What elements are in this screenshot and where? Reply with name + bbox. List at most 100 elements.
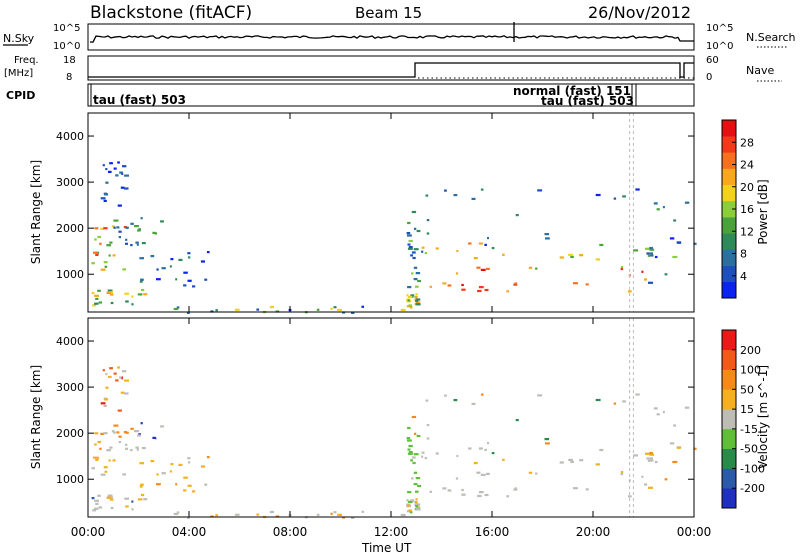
velocity-echo-cell [94, 443, 97, 446]
velocity-echo-cell [95, 458, 99, 461]
power-echo-cell [416, 301, 421, 304]
velocity-colorbar: 200 100 50 15 -15 -50 -100 -200 [721, 329, 765, 509]
power-echo-cell [104, 193, 109, 196]
velocity-echo-cell [415, 505, 419, 508]
power-echo-cell [461, 283, 464, 287]
power-echo-cell [118, 230, 122, 233]
power-echo-cell [411, 210, 417, 214]
power-echo-cell [125, 238, 128, 241]
power-ytick-label: 3000 [56, 176, 84, 189]
velocity-echo-cell [134, 430, 139, 433]
time-axis-ticks: 00:00 04:00 08:00 12:00 16:00 20:00 00:00 [71, 113, 711, 539]
velocity-echo-cell [143, 498, 148, 501]
velocity-echo-cell [103, 466, 108, 469]
power-echo-cell [693, 242, 697, 245]
velocity-echo-cell [650, 459, 654, 462]
velocity-echo-cell [407, 452, 413, 455]
velocity-echo-cell [647, 459, 651, 462]
power-echo-cell [187, 311, 190, 314]
power-echo-cell [183, 271, 188, 274]
power-echo-cell [93, 251, 98, 254]
power-echo-cell [486, 267, 490, 270]
velocity-echo-cell [113, 424, 119, 427]
velocity-echo-cell [461, 493, 466, 496]
velocity-echo-cell [156, 473, 159, 476]
velocity-echo-cell [413, 432, 417, 435]
power-echo-cell [476, 266, 481, 269]
power-echo-cell [95, 297, 99, 300]
velocity-echo-cell [649, 451, 653, 455]
velocity-echo-cell [94, 432, 99, 435]
power-echo-cell [435, 247, 439, 250]
velocity-echo-cell [429, 490, 432, 493]
velocity-ytick-label: 4000 [56, 335, 84, 348]
power-echo-cell [117, 204, 122, 207]
velocity-echo-cell [187, 484, 192, 487]
velocity-echo-cell [579, 459, 584, 462]
velocity-ytick-label: 3000 [56, 381, 84, 394]
power-echo-cell [138, 228, 141, 231]
power-echo-cell [455, 272, 459, 275]
colorbar-swatch [722, 389, 736, 410]
power-echo-cell [137, 229, 141, 232]
velocity-echo-cell [410, 459, 413, 462]
velocity-echo-cell [545, 442, 550, 445]
power-echo-cell [192, 285, 196, 288]
power-echo-cell [415, 298, 421, 301]
colorbar-swatch [722, 448, 736, 469]
velocity-echo-cell [476, 471, 481, 474]
velocity-echo-cell [109, 367, 113, 370]
velocity-echo-cell [118, 441, 121, 444]
nave-tick-bottom: 0 [706, 72, 712, 83]
power-echo-cell [102, 164, 105, 167]
velocity-echo-cell [506, 495, 509, 498]
velocity-echo-cell [187, 457, 191, 460]
velocity-echo-cell [411, 477, 414, 480]
power-echo-cell [410, 254, 413, 257]
power-echo-cell [528, 266, 533, 269]
colorbar-tick-label: 4 [740, 270, 747, 283]
velocity-echo-cell [98, 506, 103, 509]
power-echo-cell [130, 244, 133, 247]
power-echo-cell [408, 246, 413, 249]
power-echo-cell [136, 243, 139, 246]
power-echo-cell [426, 219, 430, 222]
xaxis-label: Time UT [361, 541, 412, 554]
power-echo-cell [108, 170, 112, 173]
velocity-echo-cell [120, 391, 125, 394]
power-echo-cell [421, 246, 425, 249]
velocity-echo-cell [672, 460, 678, 464]
date-title: 26/Nov/2012 [588, 3, 691, 22]
xtick-label: 00:00 [71, 525, 106, 539]
power-echo-cell [424, 252, 427, 255]
power-echo-cell [673, 219, 677, 222]
power-echo-cell [407, 286, 412, 289]
colorbar-swatch [722, 249, 736, 266]
colorbar-swatch [722, 265, 736, 283]
velocity-echo-cell [330, 512, 333, 515]
velocity-echo-cell [333, 511, 337, 514]
power-echo-cell [513, 283, 518, 286]
power-echo-cell [116, 226, 120, 229]
velocity-echo-cell [573, 487, 578, 490]
velocity-echo-cell [628, 495, 632, 498]
colorbar-tick-label: 12 [740, 225, 754, 238]
velocity-echo-cell [188, 461, 191, 464]
velocity-ytick-label: 2000 [56, 427, 84, 440]
colorbar-swatch [722, 409, 736, 430]
power-echo-cell [115, 174, 119, 177]
power-echo-cell [134, 225, 139, 228]
colorbar-tick-label: 16 [740, 203, 754, 216]
velocity-echo-cell [113, 372, 117, 375]
velocity-echo-cell [256, 513, 260, 516]
power-echo-cell [480, 268, 486, 271]
velocity-echo-cell [109, 498, 114, 501]
velocity-echo-cell [119, 376, 122, 379]
velocity-echo-cell [408, 509, 413, 512]
velocity-echo-cell [513, 488, 518, 491]
power-echo-cell [613, 197, 617, 200]
power-echo-cell [411, 272, 414, 275]
power-echo-cell [644, 278, 648, 281]
power-echo-cell [442, 282, 447, 285]
velocity-echo-cell [131, 508, 134, 511]
